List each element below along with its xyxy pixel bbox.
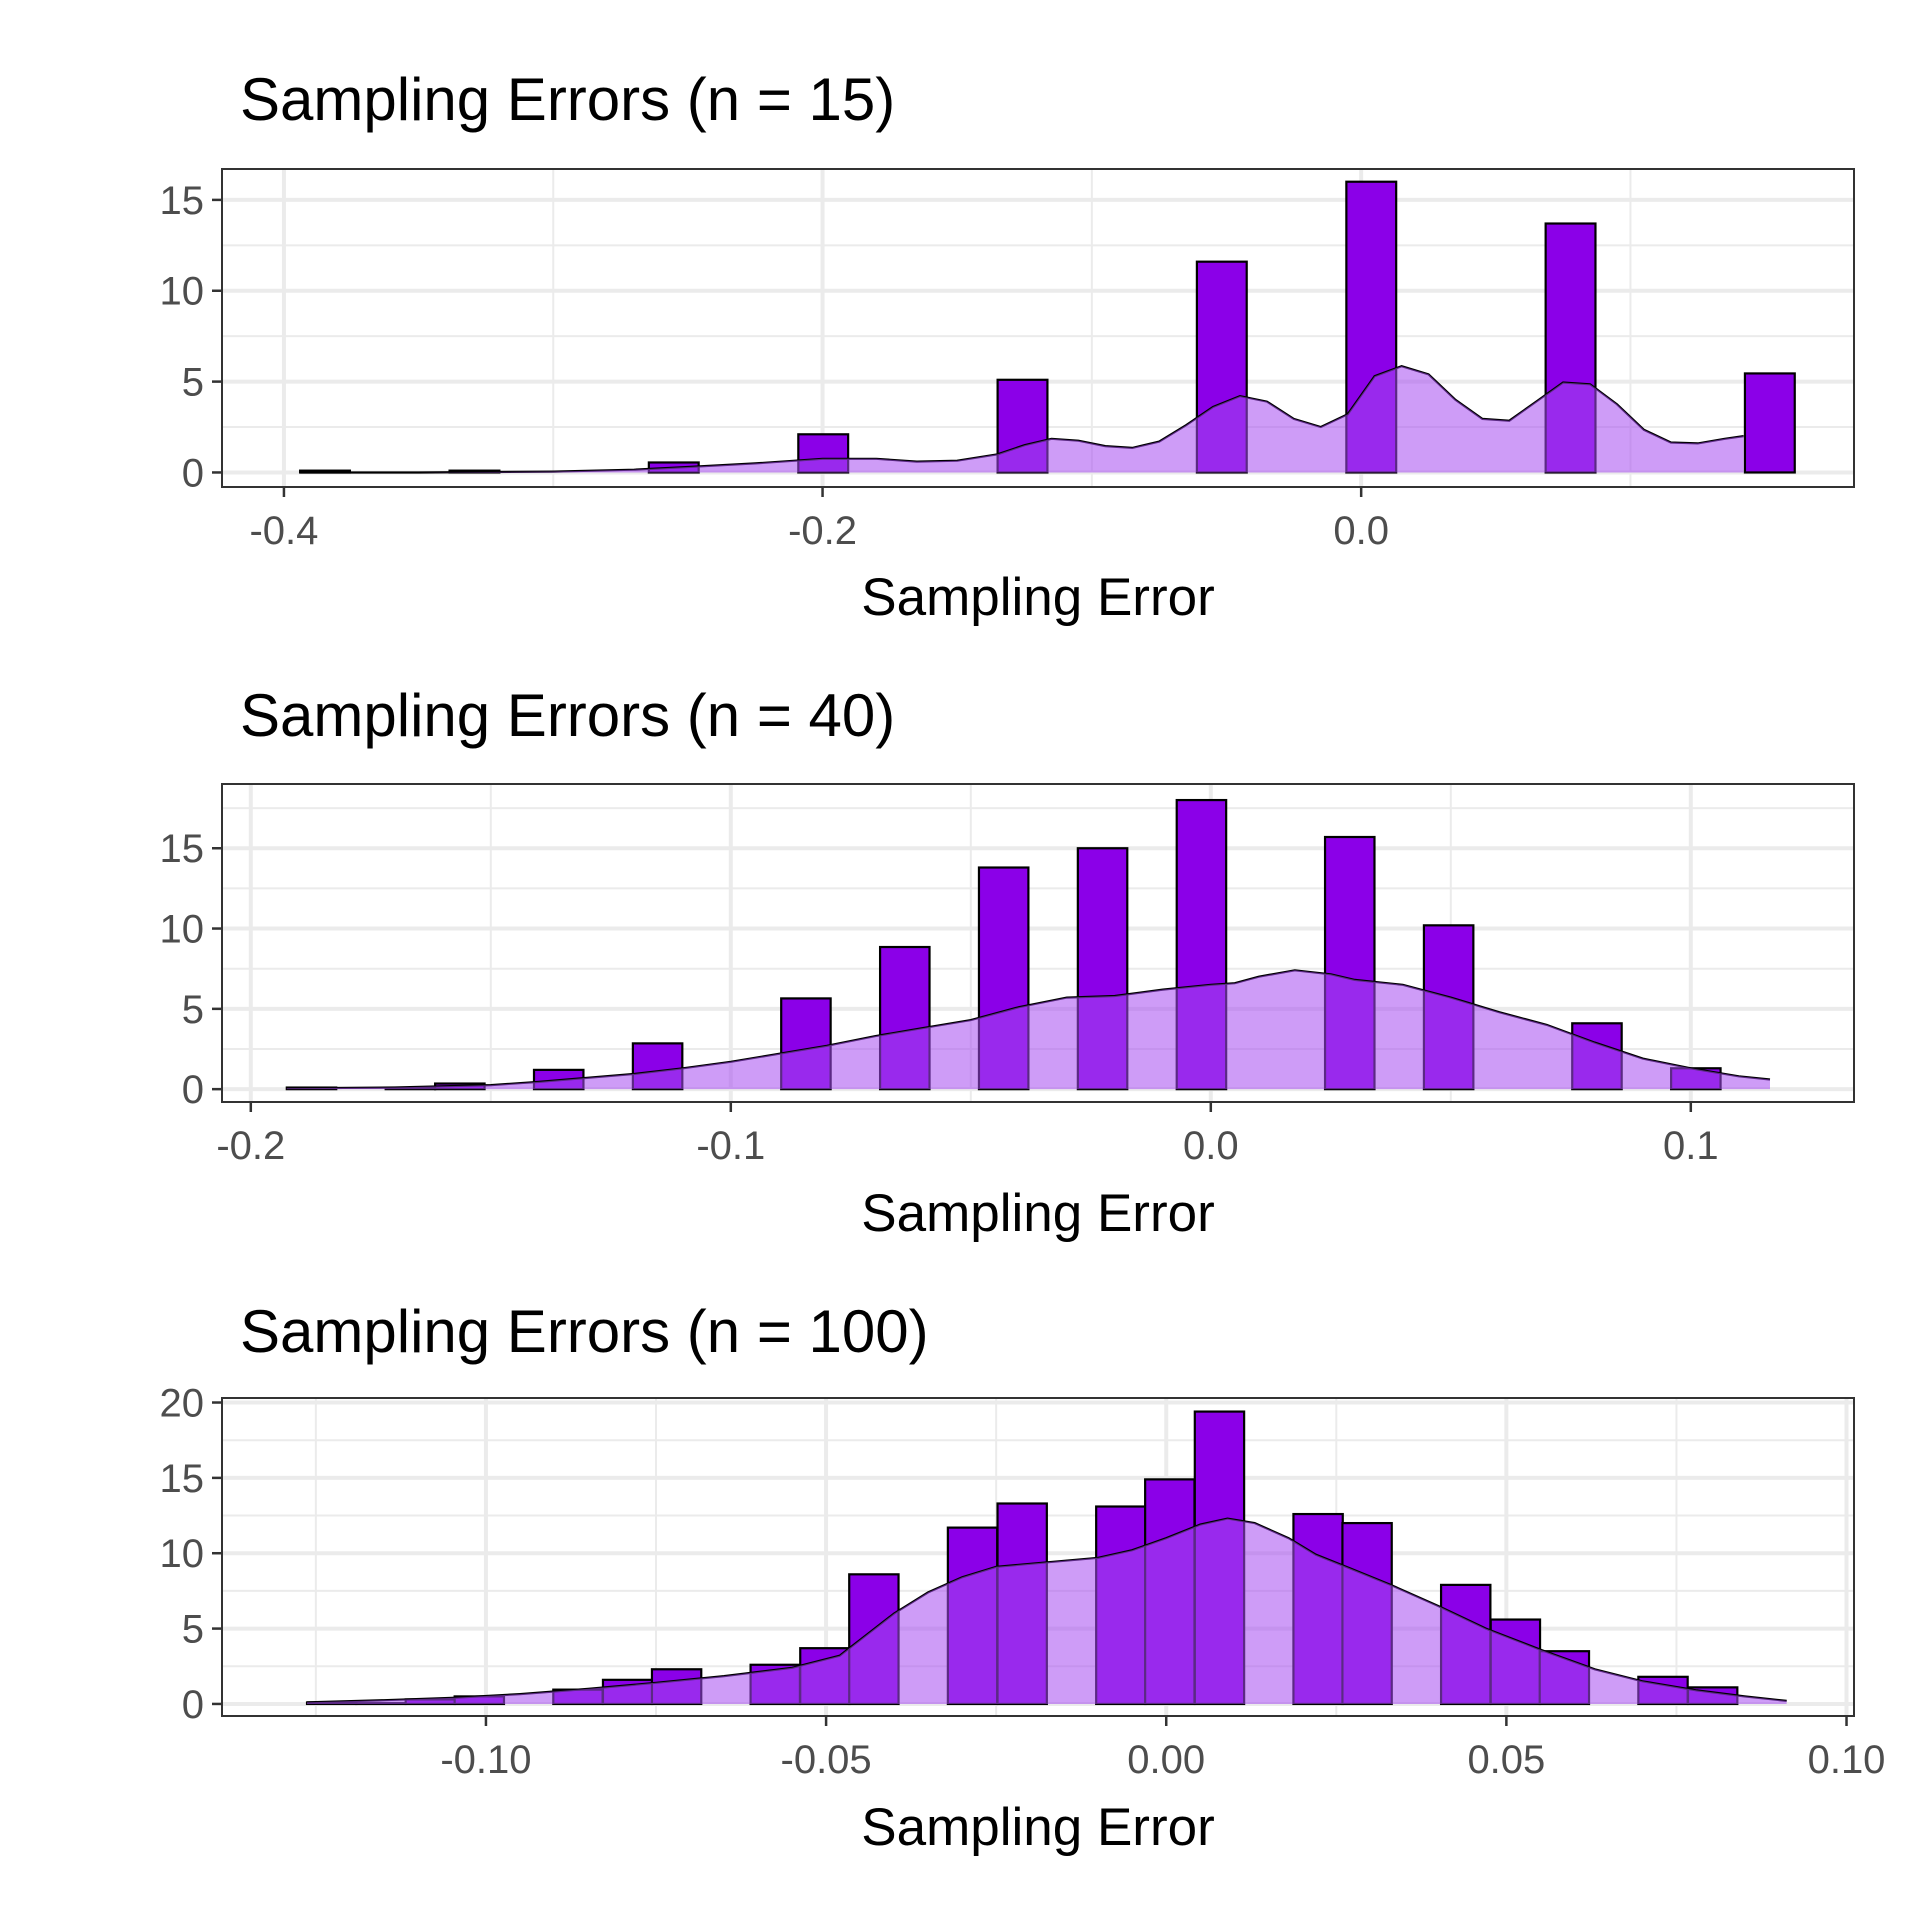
chart-title: Sampling Errors (n = 40) [240,682,895,749]
y-tick-label: 10 [160,270,205,314]
panel-border [221,783,1855,1103]
y-axis: 0 5 10 15 [160,827,222,1112]
y-tick-label: 5 [182,361,204,405]
x-tick-label: -0.2 [216,1124,285,1168]
x-tick-label: 0.10 [1808,1738,1886,1782]
chart-title: Sampling Errors (n = 15) [240,66,895,133]
x-tick-label: -0.05 [781,1738,872,1782]
y-axis: 0 5 10 15 20 [160,1382,222,1727]
y-tick-label: 10 [160,1532,205,1576]
x-tick-label: -0.2 [788,509,857,553]
y-tick-label: 0 [182,451,204,495]
panel-border [221,168,1855,488]
y-tick-label: 0 [182,1683,204,1727]
chart-panel-n100: Sampling Errors (n = 100) 0 5 10 15 20 -0.10… [160,1298,1886,1857]
y-tick-label: 15 [160,1457,205,1501]
histogram-bar [1743,372,1796,474]
x-tick-label: -0.10 [440,1738,531,1782]
x-axis: -0.4 -0.2 0.0 [249,487,1389,553]
density-curve [286,970,1770,1090]
x-tick-label: 0.1 [1663,1124,1719,1168]
x-tick-label: -0.1 [696,1124,765,1168]
y-tick-label: 15 [160,179,205,223]
y-tick-label: 5 [182,988,204,1032]
x-axis: -0.2 -0.1 0.0 0.1 [216,1102,1719,1168]
density-curve [300,366,1744,473]
x-tick-label: 0.00 [1127,1738,1205,1782]
x-tick-label: -0.4 [249,509,318,553]
x-tick-label: 0.0 [1183,1124,1239,1168]
y-tick-label: 0 [182,1068,204,1112]
chart-panel-n40: Sampling Errors (n = 40) 0 5 10 15 -0.2 -0.1… [160,682,1855,1243]
y-tick-label: 5 [182,1608,204,1652]
panel-border [221,1397,1855,1717]
chart-panel-n15: Sampling Errors (n = 15) 0 5 10 15 -0.4 -0.2… [160,66,1855,627]
x-axis-label: Sampling Error [861,1798,1214,1857]
chart-title: Sampling Errors (n = 100) [240,1298,929,1365]
x-axis-label: Sampling Error [861,1184,1214,1243]
x-axis-label: Sampling Error [861,568,1214,627]
x-tick-label: 0.0 [1333,509,1389,553]
y-axis: 0 5 10 15 [160,179,222,495]
x-axis: -0.10 -0.05 0.00 0.05 0.10 [440,1716,1885,1782]
y-tick-label: 20 [160,1382,205,1426]
y-tick-label: 15 [160,827,205,871]
x-tick-label: 0.05 [1467,1738,1545,1782]
y-tick-label: 10 [160,908,205,952]
density-curve [307,1518,1787,1704]
